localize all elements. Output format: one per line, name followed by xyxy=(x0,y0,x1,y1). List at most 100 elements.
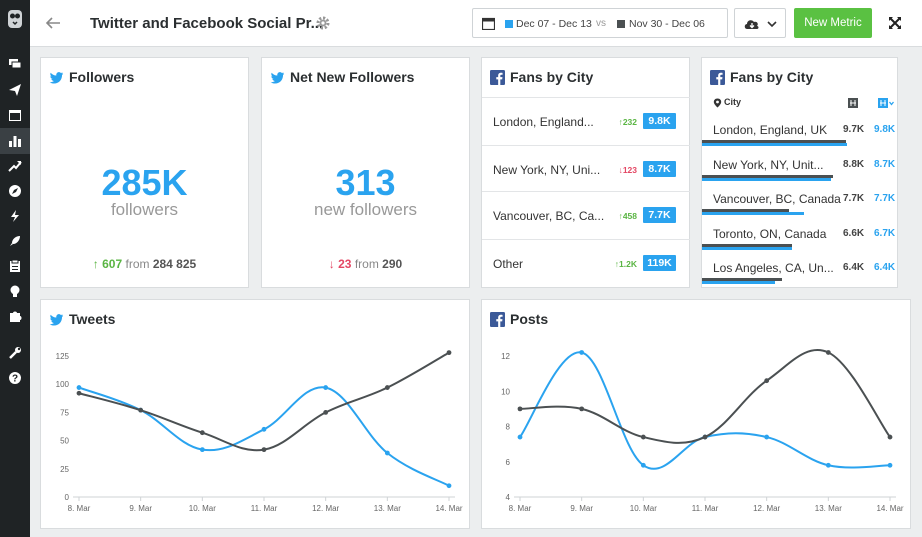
data-point xyxy=(323,410,329,415)
city-name: Vancouver, BC, Ca... xyxy=(493,209,605,223)
previous-period-column-icon[interactable] xyxy=(848,98,858,108)
city-change: ↑1.2K xyxy=(615,259,637,269)
net-new-followers-card: Net New Followers 313 new followers ↓ 23… xyxy=(261,57,470,288)
data-point xyxy=(825,462,831,468)
bolt-icon[interactable] xyxy=(7,208,23,224)
city-change-value: 232 xyxy=(622,117,637,127)
city-change: ↑458 xyxy=(619,211,637,221)
previous-bar xyxy=(702,140,846,143)
header-bar: Twitter and Facebook Social Pr... Dec 07… xyxy=(30,0,922,47)
table-row[interactable]: Vancouver, BC, Canada 7.7K 7.7K xyxy=(702,183,897,217)
current-value: 6.4K xyxy=(874,262,896,273)
posts-line-chart: 4 6 8 10 12 8. Mar 9. Mar 10. Mar 11. Mar 12. Mar… xyxy=(501,349,904,513)
current-period-swatch xyxy=(505,20,513,28)
followers-previous: 284 825 xyxy=(152,257,197,271)
down-arrow-icon: ↓ xyxy=(618,165,623,175)
list-item[interactable]: London, England... ↑232 9.8K xyxy=(482,97,690,145)
previous-value: 9.7K xyxy=(843,124,865,135)
export-dropdown-button[interactable] xyxy=(734,8,786,38)
city-column-header[interactable]: City xyxy=(724,97,742,107)
date-range-picker[interactable]: Dec 07 - Dec 13 vs Nov 30 - Dec 06 xyxy=(472,8,728,38)
previous-value: 7.7K xyxy=(843,193,865,204)
city-change: ↑232 xyxy=(619,117,637,127)
current-bar xyxy=(702,246,792,250)
previous-value: 6.4K xyxy=(843,262,865,273)
data-point xyxy=(887,434,893,440)
back-arrow-icon[interactable] xyxy=(44,14,62,32)
clipboard-icon[interactable] xyxy=(7,258,23,274)
x-tick-label: 8. Mar xyxy=(68,504,91,513)
data-point xyxy=(764,434,770,440)
current-value: 8.7K xyxy=(874,158,896,170)
new-metric-button[interactable]: New Metric xyxy=(794,8,872,38)
y-tick-label: 8 xyxy=(506,423,511,432)
followers-label: followers xyxy=(110,200,179,219)
list-item[interactable]: Vancouver, BC, Ca... ↑458 7.7K xyxy=(482,191,690,239)
card-title: Fans by City xyxy=(730,69,814,85)
paper-plane-icon[interactable] xyxy=(7,82,23,98)
series-line xyxy=(78,386,450,487)
city-change: ↓123 xyxy=(619,165,637,175)
net-new-change: 23 xyxy=(338,257,352,271)
card-title: Fans by City xyxy=(510,69,594,85)
current-value: 7.7K xyxy=(874,193,896,204)
page-title: Twitter and Facebook Social Pr... xyxy=(90,15,324,32)
current-period-column-icon[interactable] xyxy=(878,98,894,108)
current-value: 9.8K xyxy=(874,124,896,135)
list-item[interactable]: New York, NY, Uni... ↓123 8.7K xyxy=(482,145,690,193)
cloud-download-icon xyxy=(744,20,777,29)
data-point xyxy=(446,350,452,356)
wrench-icon[interactable] xyxy=(7,345,23,361)
calendar-icon[interactable] xyxy=(7,107,23,123)
city-value-badge: 8.7K xyxy=(643,161,676,177)
city-name: London, England, UK xyxy=(713,123,828,137)
trending-icon[interactable] xyxy=(7,158,23,174)
net-new-value: 313 xyxy=(335,162,396,203)
owl-logo-icon[interactable] xyxy=(6,8,24,30)
table-row[interactable]: London, England, UK 9.7K 9.8K xyxy=(702,114,897,148)
chart-title: Tweets xyxy=(69,311,116,327)
data-point xyxy=(199,430,205,436)
rocket-icon[interactable] xyxy=(7,233,23,249)
previous-value: 8.8K xyxy=(843,158,865,170)
previous-bar xyxy=(702,209,789,212)
series-line xyxy=(78,351,450,452)
data-point xyxy=(138,407,144,413)
data-point xyxy=(579,350,585,355)
data-point xyxy=(640,462,646,468)
table-row[interactable]: Toronto, ON, Canada 6.6K 6.7K xyxy=(702,218,897,252)
table-row[interactable]: New York, NY, Unit... 8.8K 8.7K xyxy=(702,149,897,183)
data-point xyxy=(825,350,831,355)
city-name: New York, NY, Unit... xyxy=(713,157,824,172)
net-new-delta: ↓ 23 from 290 xyxy=(262,257,469,271)
help-icon[interactable]: ? xyxy=(7,370,23,386)
list-item[interactable]: Other ↑1.2K 119K xyxy=(482,239,690,287)
up-arrow-icon: ↑ xyxy=(614,259,620,269)
y-tick-label: 0 xyxy=(65,493,70,502)
previous-period-swatch xyxy=(617,20,625,28)
data-point xyxy=(579,406,585,412)
bulb-icon[interactable] xyxy=(7,283,23,299)
x-tick-label: 14. Mar xyxy=(876,504,903,513)
city-name: Toronto, ON, Canada xyxy=(713,226,827,241)
current-bar xyxy=(702,212,804,215)
puzzle-icon[interactable] xyxy=(7,308,23,324)
gear-icon[interactable] xyxy=(315,15,331,31)
table-row[interactable]: Los Angeles, CA, Un... 6.4K 6.4K xyxy=(702,252,897,286)
y-tick-label: 4 xyxy=(506,493,511,502)
twitter-icon xyxy=(49,314,64,326)
data-point xyxy=(887,462,893,468)
chat-icon[interactable] xyxy=(7,56,23,72)
fullscreen-icon[interactable] xyxy=(887,15,903,31)
previous-bar xyxy=(702,278,782,281)
twitter-icon xyxy=(270,72,285,84)
net-new-label: new followers xyxy=(314,200,417,219)
city-change-value: 458 xyxy=(622,211,637,221)
compass-icon[interactable] xyxy=(7,183,23,199)
previous-bar xyxy=(702,243,792,247)
y-tick-label: 100 xyxy=(56,380,70,389)
data-point xyxy=(199,447,205,453)
x-tick-label: 8. Mar xyxy=(509,504,532,513)
city-value-badge: 119K xyxy=(643,255,676,271)
bar-chart-icon[interactable] xyxy=(7,133,23,149)
